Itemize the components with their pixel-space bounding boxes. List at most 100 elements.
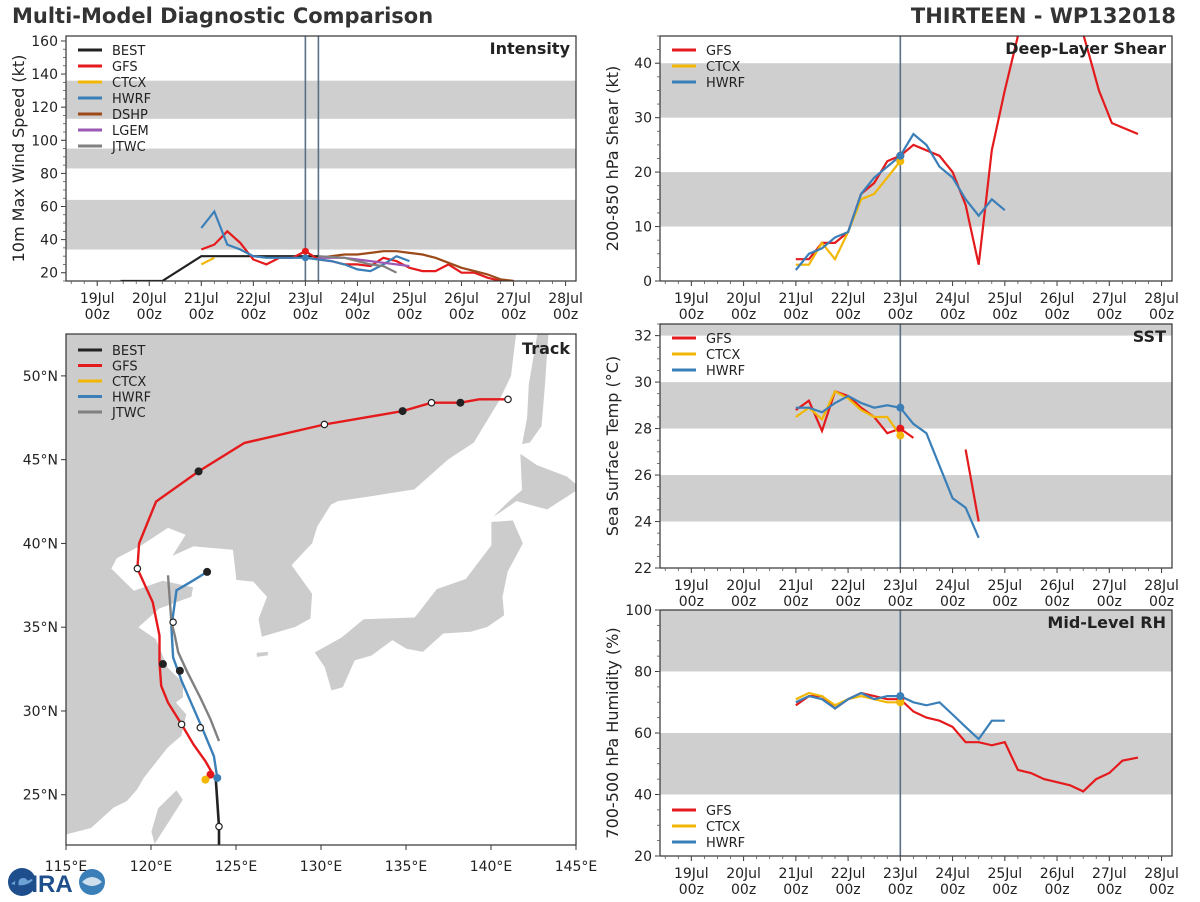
intensity-xtick-day: 21Jul (184, 291, 219, 307)
rh-ytick-label: 100 (625, 603, 652, 619)
sst-frame (659, 323, 1173, 569)
intensity-xtick-day: 22Jul (236, 291, 271, 307)
sst-xtick-hour: 00z (1149, 594, 1174, 610)
track-panel: 115°E 120°E 125°E 130°E 135°E 140°E 145°E 25°N 3… (23, 333, 597, 875)
intensity-xtick-day: 25Jul (392, 291, 427, 307)
sst-marker-hwrf (896, 403, 905, 412)
rh-panel: 2040608010019Jul00z20Jul00z21Jul00z22Jul… (603, 603, 1179, 898)
intensity-xtick-hour: 00z (553, 307, 578, 323)
rh-ytick-label: 80 (634, 665, 652, 681)
sst-xtick-hour: 00z (888, 594, 913, 610)
shear-xtick-day: 28Jul (1144, 291, 1179, 307)
rh-xtick-hour: 00z (1044, 882, 1069, 898)
sst-legend-label-gfs: GFS (706, 332, 732, 347)
shear-shade-band (660, 172, 1172, 227)
shear-marker-hwrf (896, 151, 905, 160)
rh-legend-label-gfs: GFS (706, 804, 732, 819)
track-marker-open (133, 564, 142, 573)
sst-xtick-day: 28Jul (1144, 578, 1179, 594)
sst-title: SST (1133, 327, 1166, 346)
rh-xtick-day: 26Jul (1040, 866, 1075, 882)
sst-xtick-day: 21Jul (778, 578, 813, 594)
intensity-xtick-day: 27Jul (496, 291, 531, 307)
track-marker-open (169, 618, 177, 626)
intensity-xtick-hour: 00z (501, 307, 526, 323)
track-legend-label-jtwc: JTWC (111, 406, 146, 421)
sst-xtick-hour: 00z (1044, 594, 1069, 610)
shear-xtick-hour: 00z (731, 307, 756, 323)
intensity-legend-label-dshp: DSHP (112, 108, 148, 123)
land-taiwan (150, 789, 184, 845)
sst-marker-gfs (896, 424, 905, 433)
shear-xtick-hour: 00z (1044, 307, 1069, 323)
intensity-xtick-hour: 00z (397, 307, 422, 323)
track-xtick-label: 135°E (385, 859, 428, 875)
track-xtick-label: 130°E (300, 859, 343, 875)
track-line-gfs (136, 398, 508, 774)
intensity-legend-label-best: BEST (112, 44, 145, 59)
rh-xtick-hour: 00z (992, 882, 1017, 898)
track-line-best (214, 776, 221, 845)
shear-xtick-day: 19Jul (674, 291, 709, 307)
track-marker-open (504, 395, 512, 404)
shear-xtick-hour: 00z (1149, 307, 1174, 323)
shear-ytick-label: 40 (634, 56, 652, 72)
rh-xtick-day: 25Jul (987, 866, 1022, 882)
intensity-series-dshp (318, 250, 514, 281)
land-sakhalin (521, 334, 550, 446)
track-marker-best (194, 467, 203, 476)
rh-xtick-day: 27Jul (1092, 866, 1127, 882)
rh-xtick-hour: 00z (1149, 882, 1174, 898)
sst-ytick-label: 30 (634, 375, 652, 391)
track-ytick-label: 30°N (23, 704, 58, 720)
sst-ylabel: Sea Surface Temp (°C) (603, 356, 622, 536)
intensity-ytick-label: 140 (31, 67, 58, 83)
intensity-shade-band (66, 199, 576, 250)
shear-title: Deep-Layer Shear (1005, 39, 1166, 58)
rh-xtick-hour: 00z (940, 882, 965, 898)
cira-logo: CIRA (6, 866, 106, 898)
shear-xtick-hour: 00z (992, 307, 1017, 323)
shear-legend-label-ctcx: CTCX (706, 60, 740, 75)
intensity-ytick-label: 100 (31, 133, 58, 149)
shear-series-gfs (795, 36, 1020, 265)
shear-xtick-day: 22Jul (831, 291, 866, 307)
rh-xtick-hour: 00z (888, 882, 913, 898)
intensity-marker-gfs (301, 247, 309, 255)
rh-ylabel: 700-500 hPa Humidity (%) (603, 627, 622, 838)
track-marker-open (196, 723, 205, 732)
shear-xtick-day: 20Jul (726, 291, 761, 307)
sst-series-hwrf (795, 394, 980, 539)
rh-ytick-label: 40 (634, 788, 652, 804)
intensity-xtick-hour: 00z (293, 307, 318, 323)
rh-xtick-hour: 00z (783, 882, 808, 898)
track-marker-gfs (206, 770, 215, 779)
intensity-ylabel: 10m Max Wind Speed (kt) (9, 55, 28, 263)
intensity-marker-hwrf (301, 254, 309, 262)
sst-ytick-label: 24 (634, 515, 652, 531)
track-marker-ctcx (201, 775, 210, 784)
sst-xtick-hour: 00z (1097, 594, 1122, 610)
rh-xtick-day: 20Jul (726, 866, 761, 882)
rh-marker-ctcx (896, 698, 905, 707)
land-jeju (255, 651, 269, 658)
intensity-series-ctcx (200, 256, 215, 266)
track-marker-best (398, 407, 407, 416)
rh-xtick-day: 21Jul (778, 866, 813, 882)
shear-ytick-label: 0 (643, 274, 652, 290)
rh-ytick-label: 60 (634, 726, 652, 742)
track-marker-hwrf (213, 773, 222, 782)
rh-legend-label-hwrf: HWRF (706, 836, 745, 851)
shear-xtick-day: 24Jul (935, 291, 970, 307)
track-legend-label-best: BEST (112, 344, 145, 359)
rh-shade-band (660, 610, 1172, 672)
intensity-panel: 2040608010012014016019Jul00z20Jul00z21Ju… (9, 34, 583, 323)
sst-legend-label-ctcx: CTCX (706, 348, 740, 363)
land-mainland (66, 334, 517, 836)
rh-xtick-hour: 00z (835, 882, 860, 898)
rh-xtick-hour: 00z (1097, 882, 1122, 898)
rh-xtick-day: 24Jul (935, 866, 970, 882)
sst-xtick-day: 19Jul (674, 578, 709, 594)
track-legend-label-gfs: GFS (112, 360, 138, 375)
shear-xtick-hour: 00z (783, 307, 808, 323)
